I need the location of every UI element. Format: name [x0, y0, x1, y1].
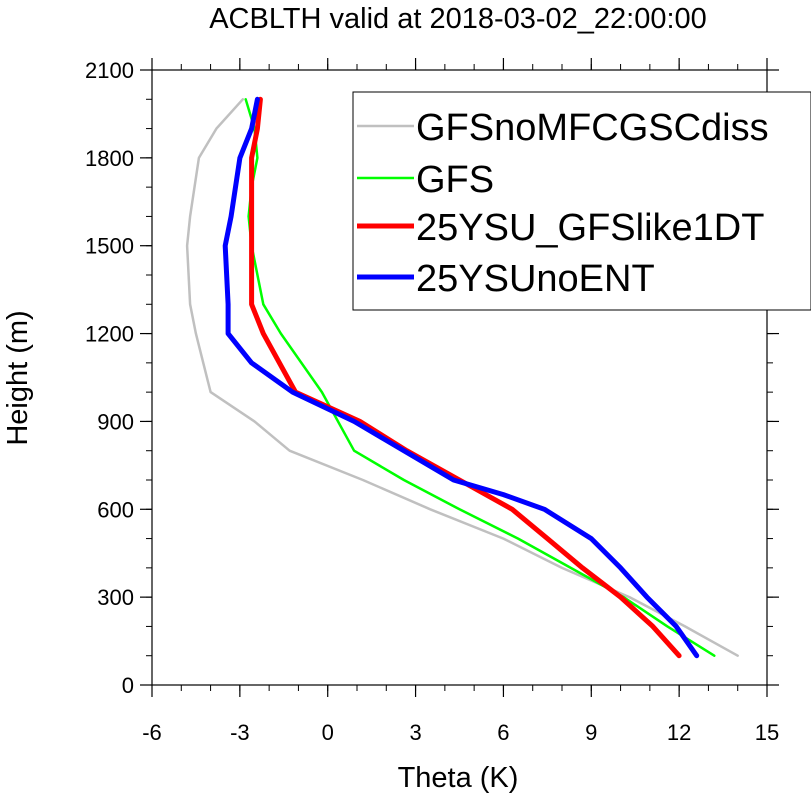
y-tick-label: 600 [97, 497, 134, 522]
x-tick-label: 15 [755, 720, 779, 745]
legend-label: GFS [416, 159, 494, 201]
legend-label: 25YSU_GFSlike1DT [416, 207, 764, 249]
legend-label: GFSnoMFCGSCdiss [416, 107, 769, 149]
y-tick-label: 2100 [85, 58, 134, 83]
legend-box [352, 91, 811, 311]
axes-layer: -6 -3 0 3 6 9 12 15 0 300 600 900 1200 1500 1800 2100 [85, 58, 779, 745]
y-tick-label: 900 [97, 409, 134, 434]
x-tick-label: -3 [230, 720, 250, 745]
y-axis-label: Height (m) [2, 310, 34, 445]
x-axis-label: Theta (K) [398, 762, 519, 794]
x-tick-label: 0 [322, 720, 334, 745]
series-layer [185, 96, 739, 659]
y-tick-label: 1500 [85, 234, 134, 259]
y-tick-label: 1200 [85, 322, 134, 347]
y-tick-label: 1800 [85, 146, 134, 171]
series-line-25YSUnoENT [222, 96, 700, 659]
x-tick-label: 9 [585, 720, 597, 745]
plot-frame [151, 69, 768, 686]
legend: GFSnoMFCGSCdiss GFS 25YSU_GFSlike1DT 25YSUn… [352, 91, 811, 311]
x-tick-label: 12 [667, 720, 691, 745]
legend-label: 25YSUnoENT [416, 258, 655, 300]
series-line-GFSnoMFCGSCdiss [185, 98, 739, 657]
x-tick-label: 6 [497, 720, 509, 745]
x-tick-label: 3 [409, 720, 421, 745]
y-tick-label: 300 [97, 585, 134, 610]
x-tick-label: -6 [142, 720, 162, 745]
y-tick-label: 0 [122, 673, 134, 698]
chart-title: ACBLTH valid at 2018-03-02_22:00:00 [209, 3, 707, 35]
